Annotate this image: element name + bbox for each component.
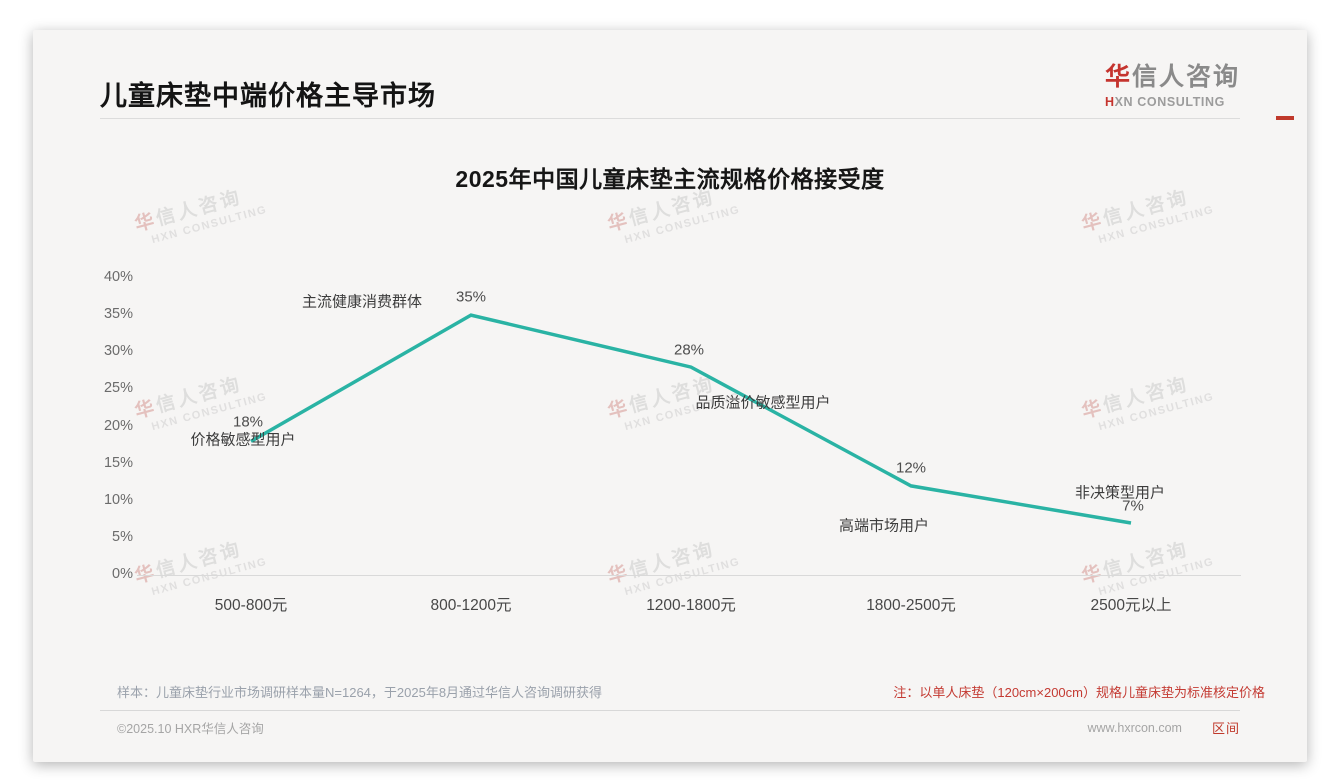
report-card: 华信人咨询 HXN CONSULTING 华信人咨询 HXN CONSULTING 华信…	[33, 30, 1307, 762]
sample-note: 样本：儿童床垫行业市场调研样本量N=1264，于2025年8月通过华信人咨询调研…	[117, 685, 603, 700]
brand-logo-cn: 华信人咨询	[1105, 57, 1240, 93]
brand-logo-en-rest: XN CONSULTING	[1114, 95, 1225, 109]
x-axis-category-label: 500-800元	[214, 597, 288, 614]
page-title: 儿童床垫中端价格主导市场	[100, 81, 436, 111]
copyright: ©2025.10 HXR华信人咨询	[117, 722, 264, 736]
data-point-annotation: 主流健康消费群体	[301, 293, 423, 311]
data-point-value-label: 7%	[1122, 497, 1144, 515]
trend-line-svg	[250, 313, 1132, 525]
data-point-value-label: 18%	[232, 413, 264, 431]
x-axis-category-label: 2500元以上	[1090, 597, 1172, 614]
header-divider	[100, 118, 1240, 119]
trend-line	[250, 313, 1132, 525]
data-point-annotation: 价格敏感型用户	[190, 431, 296, 449]
data-point-value-label: 35%	[455, 288, 487, 306]
y-axis-tick-label: 10%	[103, 491, 133, 508]
brand-logo-en-accent: H	[1104, 95, 1115, 109]
data-point-annotation: 非决策型用户	[1074, 484, 1166, 502]
y-axis-tick-label: 0%	[112, 566, 133, 582]
y-axis-tick-label: 20%	[103, 417, 133, 434]
chart-title: 2025年中国儿童床垫主流规格价格接受度	[455, 166, 885, 192]
y-axis-tick-label: 35%	[103, 306, 133, 323]
x-axis-category-label: 1200-1800元	[646, 597, 736, 614]
stamp: 区间	[1211, 721, 1240, 736]
y-axis-tick-label: 25%	[103, 380, 133, 397]
y-axis-tick-label: 15%	[103, 454, 133, 471]
brand-logo-cn-rest: 信人咨询	[1131, 63, 1240, 91]
y-axis-tick-label: 5%	[112, 528, 133, 545]
header-divider-red-accent	[1276, 116, 1294, 120]
x-axis-category-label: 800-1200元	[430, 597, 512, 614]
data-point-annotation: 品质溢价敏感型用户	[695, 394, 831, 412]
website: www.hxrcon.com	[1087, 720, 1182, 735]
brand-logo-cn-accent: 华	[1104, 63, 1132, 91]
x-axis-category-label: 1800-2500元	[866, 597, 956, 614]
data-point-value-label: 12%	[895, 459, 927, 477]
brand-logo: 华信人咨询 HXN CONSULTING	[1105, 57, 1240, 109]
x-axis-line	[137, 575, 1241, 576]
data-point-value-label: 28%	[673, 341, 705, 359]
y-axis-tick-label: 30%	[103, 343, 133, 360]
data-point-annotation: 高端市场用户	[838, 517, 930, 535]
brand-logo-en: HXN CONSULTING	[1105, 95, 1240, 109]
footer-divider	[100, 710, 1240, 711]
price-note: 注：以单人床垫（120cm×200cm）规格儿童床垫为标准核定价格	[893, 685, 1265, 700]
line-chart: 0% 5% 10% 15% 20% 25% 30% 35% 40% 500-800元 800-120…	[93, 269, 1243, 630]
y-axis-tick-label: 40%	[103, 269, 133, 285]
